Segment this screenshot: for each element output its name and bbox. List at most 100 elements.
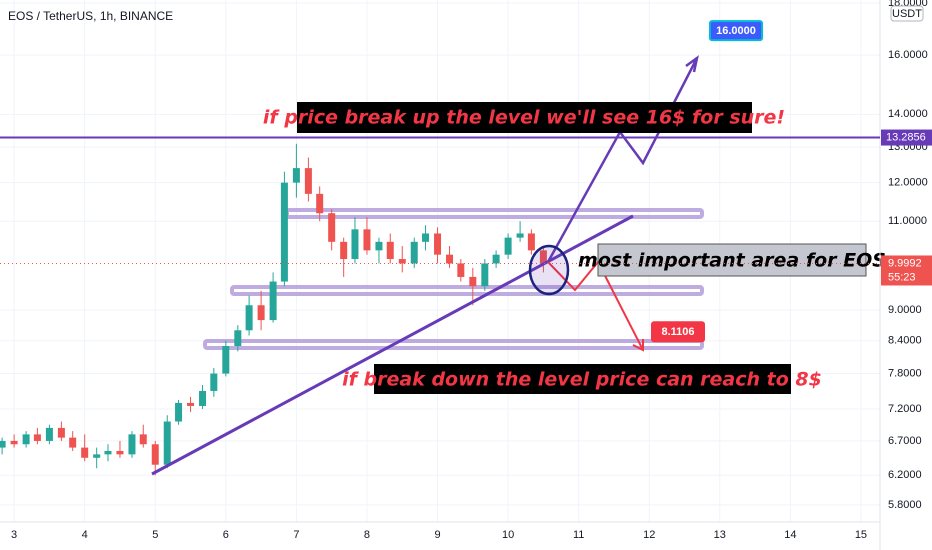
note-box (374, 364, 791, 394)
y-tick-label: 5.8000 (888, 499, 922, 511)
focus-circle (528, 244, 570, 296)
candle-body (422, 233, 430, 242)
note: most important area for EOS (578, 250, 886, 272)
candle-body (492, 254, 500, 264)
x-tick-label: 10 (502, 529, 514, 541)
candle-body (104, 450, 112, 455)
note-box (297, 102, 752, 133)
candle-body (398, 259, 406, 264)
candle-body (187, 402, 195, 406)
candle-body (386, 241, 394, 260)
candle-body (93, 454, 101, 458)
x-tick-label: 6 (223, 529, 229, 541)
y-tick-label: 8.4000 (888, 335, 922, 347)
arrow-head (685, 55, 699, 73)
note: if price break up the level we'll see 16… (263, 107, 785, 129)
candle-body (128, 434, 136, 455)
x-tick-label: 5 (152, 529, 158, 541)
y-tick-label: 18.0000 (888, 0, 928, 9)
candle-body (151, 444, 159, 465)
candle-body (57, 427, 65, 438)
level-label: 13.2856 (886, 131, 926, 143)
candle-body (234, 330, 242, 347)
candle-body (269, 281, 277, 321)
last-price-label: 9.9992 (888, 257, 922, 269)
trend-line (151, 214, 634, 476)
candle-body (527, 233, 535, 251)
chart-title: EOS / TetherUS, 1h, BINANCE (8, 9, 173, 23)
x-tick-label: 4 (82, 529, 88, 541)
candle-body (340, 241, 348, 260)
candle-body (410, 241, 418, 264)
candle-body (222, 346, 230, 374)
candle-body (163, 421, 171, 465)
target-label: 16.0000 (716, 25, 756, 37)
candle-body (457, 263, 465, 277)
candle-body (280, 182, 288, 282)
currency-box (890, 5, 924, 22)
x-tick-label: 8 (364, 529, 370, 541)
candles (0, 143, 547, 476)
level-tag (881, 129, 932, 146)
candle-body (328, 213, 336, 242)
candle-body (469, 276, 477, 287)
candle-body (351, 229, 359, 260)
candle-body (81, 447, 89, 458)
x-tick-label: 15 (855, 529, 867, 541)
candle-body (363, 229, 371, 251)
x-tick-label: 14 (784, 529, 796, 541)
candle-body (516, 233, 524, 238)
x-tick-label: 7 (293, 529, 299, 541)
x-tick-label: 3 (11, 529, 17, 541)
candle-body (45, 427, 53, 441)
y-tick-label: 12.0000 (888, 177, 928, 189)
candle-body (504, 237, 512, 255)
zones (203, 208, 704, 350)
y-tick-label: 6.7000 (888, 435, 922, 447)
y-tick-label: 9.0000 (888, 304, 922, 316)
candle-body (116, 450, 124, 455)
up-arrow (546, 57, 699, 263)
y-tick-label: 7.2000 (888, 403, 922, 415)
zone (203, 339, 704, 350)
candle-body (69, 437, 77, 448)
y-tick-label: 7.8000 (888, 367, 922, 379)
last-price-tag (881, 255, 932, 286)
zone (230, 285, 704, 296)
candle-body (257, 305, 265, 321)
note: if break down the level price can reach … (342, 369, 822, 391)
countdown: 55:23 (888, 271, 916, 283)
candle-body (22, 434, 30, 445)
candle-body (539, 250, 547, 264)
candle-body (481, 263, 489, 287)
candle-body (375, 241, 383, 251)
candle-body (199, 390, 207, 406)
x-tick-label: 11 (573, 529, 584, 541)
candle-body (292, 168, 300, 183)
x-tick-label: 13 (714, 529, 726, 541)
candle-body (0, 440, 6, 448)
arrow-head (632, 339, 644, 352)
y-tick-label: 14.0000 (888, 108, 928, 120)
candle-body (245, 305, 253, 331)
zone (285, 208, 704, 219)
currency: USDT (892, 8, 922, 20)
note-box (597, 243, 867, 277)
target-label: 8.1106 (661, 326, 694, 338)
axes: 18.000016.000014.000013.000012.000011.00… (11, 0, 928, 541)
candle-body (446, 254, 454, 264)
y-tick-label: 11.0000 (888, 215, 927, 227)
candle-body (139, 434, 147, 445)
target-box (709, 20, 763, 42)
candle-body (434, 233, 442, 255)
candle-body (33, 434, 41, 441)
candle-body (304, 168, 312, 194)
target-box (651, 321, 705, 343)
x-tick-label: 9 (434, 529, 440, 541)
x-tick-label: 12 (643, 529, 655, 541)
candle-body (316, 193, 324, 214)
y-tick-label: 16.0000 (888, 49, 928, 61)
down-arrow (547, 260, 644, 351)
candle-body (175, 402, 183, 422)
